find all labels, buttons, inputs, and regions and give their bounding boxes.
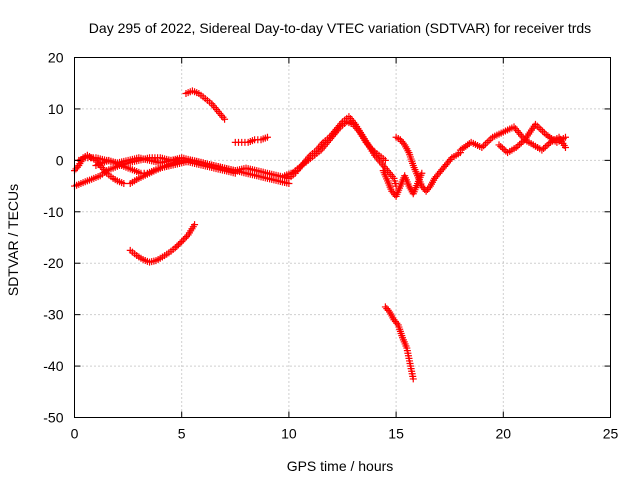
data-point xyxy=(425,184,433,192)
data-point xyxy=(512,125,520,133)
data-point xyxy=(178,238,186,246)
data-point xyxy=(120,180,128,187)
data-point xyxy=(221,115,229,123)
data-point xyxy=(512,144,520,151)
data-point xyxy=(480,142,488,150)
series-arc-m xyxy=(392,133,464,195)
series-arc-h xyxy=(126,221,199,266)
series-arc-g xyxy=(231,133,271,146)
data-point xyxy=(516,140,524,148)
series-arc-n xyxy=(456,120,569,154)
x-tick-label: 10 xyxy=(281,426,297,442)
data-point xyxy=(446,156,454,163)
data-point xyxy=(543,141,551,149)
y-tick-label: -20 xyxy=(43,255,63,271)
x-tick-label: 5 xyxy=(178,426,186,442)
series-arc-a xyxy=(71,151,128,187)
data-point xyxy=(535,124,543,132)
data-point xyxy=(539,127,547,135)
data-point xyxy=(483,138,491,146)
data-point xyxy=(516,130,524,138)
series-arc-o xyxy=(495,133,569,157)
data-point xyxy=(285,180,293,187)
y-tick-label: 10 xyxy=(48,101,64,117)
data-point xyxy=(393,319,401,327)
grid-layer xyxy=(74,57,611,418)
x-tick-label: 20 xyxy=(496,426,512,442)
data-point xyxy=(497,142,505,150)
data-point xyxy=(263,133,271,141)
series-arc-e xyxy=(126,156,293,187)
data-point xyxy=(541,143,549,151)
series-arc-l xyxy=(381,303,417,383)
x-tick-label: 25 xyxy=(603,426,619,442)
data-point xyxy=(399,139,407,147)
data-point xyxy=(174,241,182,249)
data-point xyxy=(538,146,546,154)
tick-layer: 0 5 10 15 20 25 -50 -40 -30 -20 -10 0 10 20 xyxy=(43,50,618,442)
data-point xyxy=(173,242,181,250)
data-point xyxy=(381,156,389,164)
data-point xyxy=(537,126,545,133)
data-point xyxy=(561,133,569,141)
data-point xyxy=(540,145,548,153)
x-tick-label: 15 xyxy=(388,426,404,442)
data-point xyxy=(498,144,506,152)
data-point xyxy=(561,144,569,151)
series-arc-f xyxy=(182,87,229,123)
chart-title: Day 295 of 2022, Sidereal Day-to-day VTE… xyxy=(89,20,591,36)
data-point xyxy=(181,234,189,242)
data-point xyxy=(179,236,187,244)
y-tick-label: -40 xyxy=(43,358,63,374)
y-tick-label: -30 xyxy=(43,307,63,323)
series-arc-j xyxy=(291,118,389,175)
y-axis-label: SDTVAR / TECUs xyxy=(5,184,21,296)
x-tick-label: 0 xyxy=(71,426,79,442)
x-axis-label: GPS time / hours xyxy=(287,458,394,474)
data-point xyxy=(500,146,508,154)
plot-frame xyxy=(74,57,611,418)
data-point xyxy=(409,375,417,383)
data-point xyxy=(515,128,523,136)
y-tick-label: -10 xyxy=(43,204,63,220)
data-point xyxy=(171,244,179,252)
data-point xyxy=(183,233,191,241)
data-point xyxy=(495,141,503,149)
data-point xyxy=(514,142,522,150)
y-tick-label: 20 xyxy=(48,50,64,66)
data-point xyxy=(73,163,81,171)
data-point xyxy=(384,306,392,314)
data-point xyxy=(545,140,553,148)
y-tick-label: 0 xyxy=(56,152,64,168)
data-point xyxy=(517,139,525,147)
y-tick-label: -50 xyxy=(43,410,63,426)
data-point xyxy=(191,221,199,229)
data-layer xyxy=(71,87,569,383)
data-point xyxy=(176,239,184,247)
data-point xyxy=(485,137,493,145)
